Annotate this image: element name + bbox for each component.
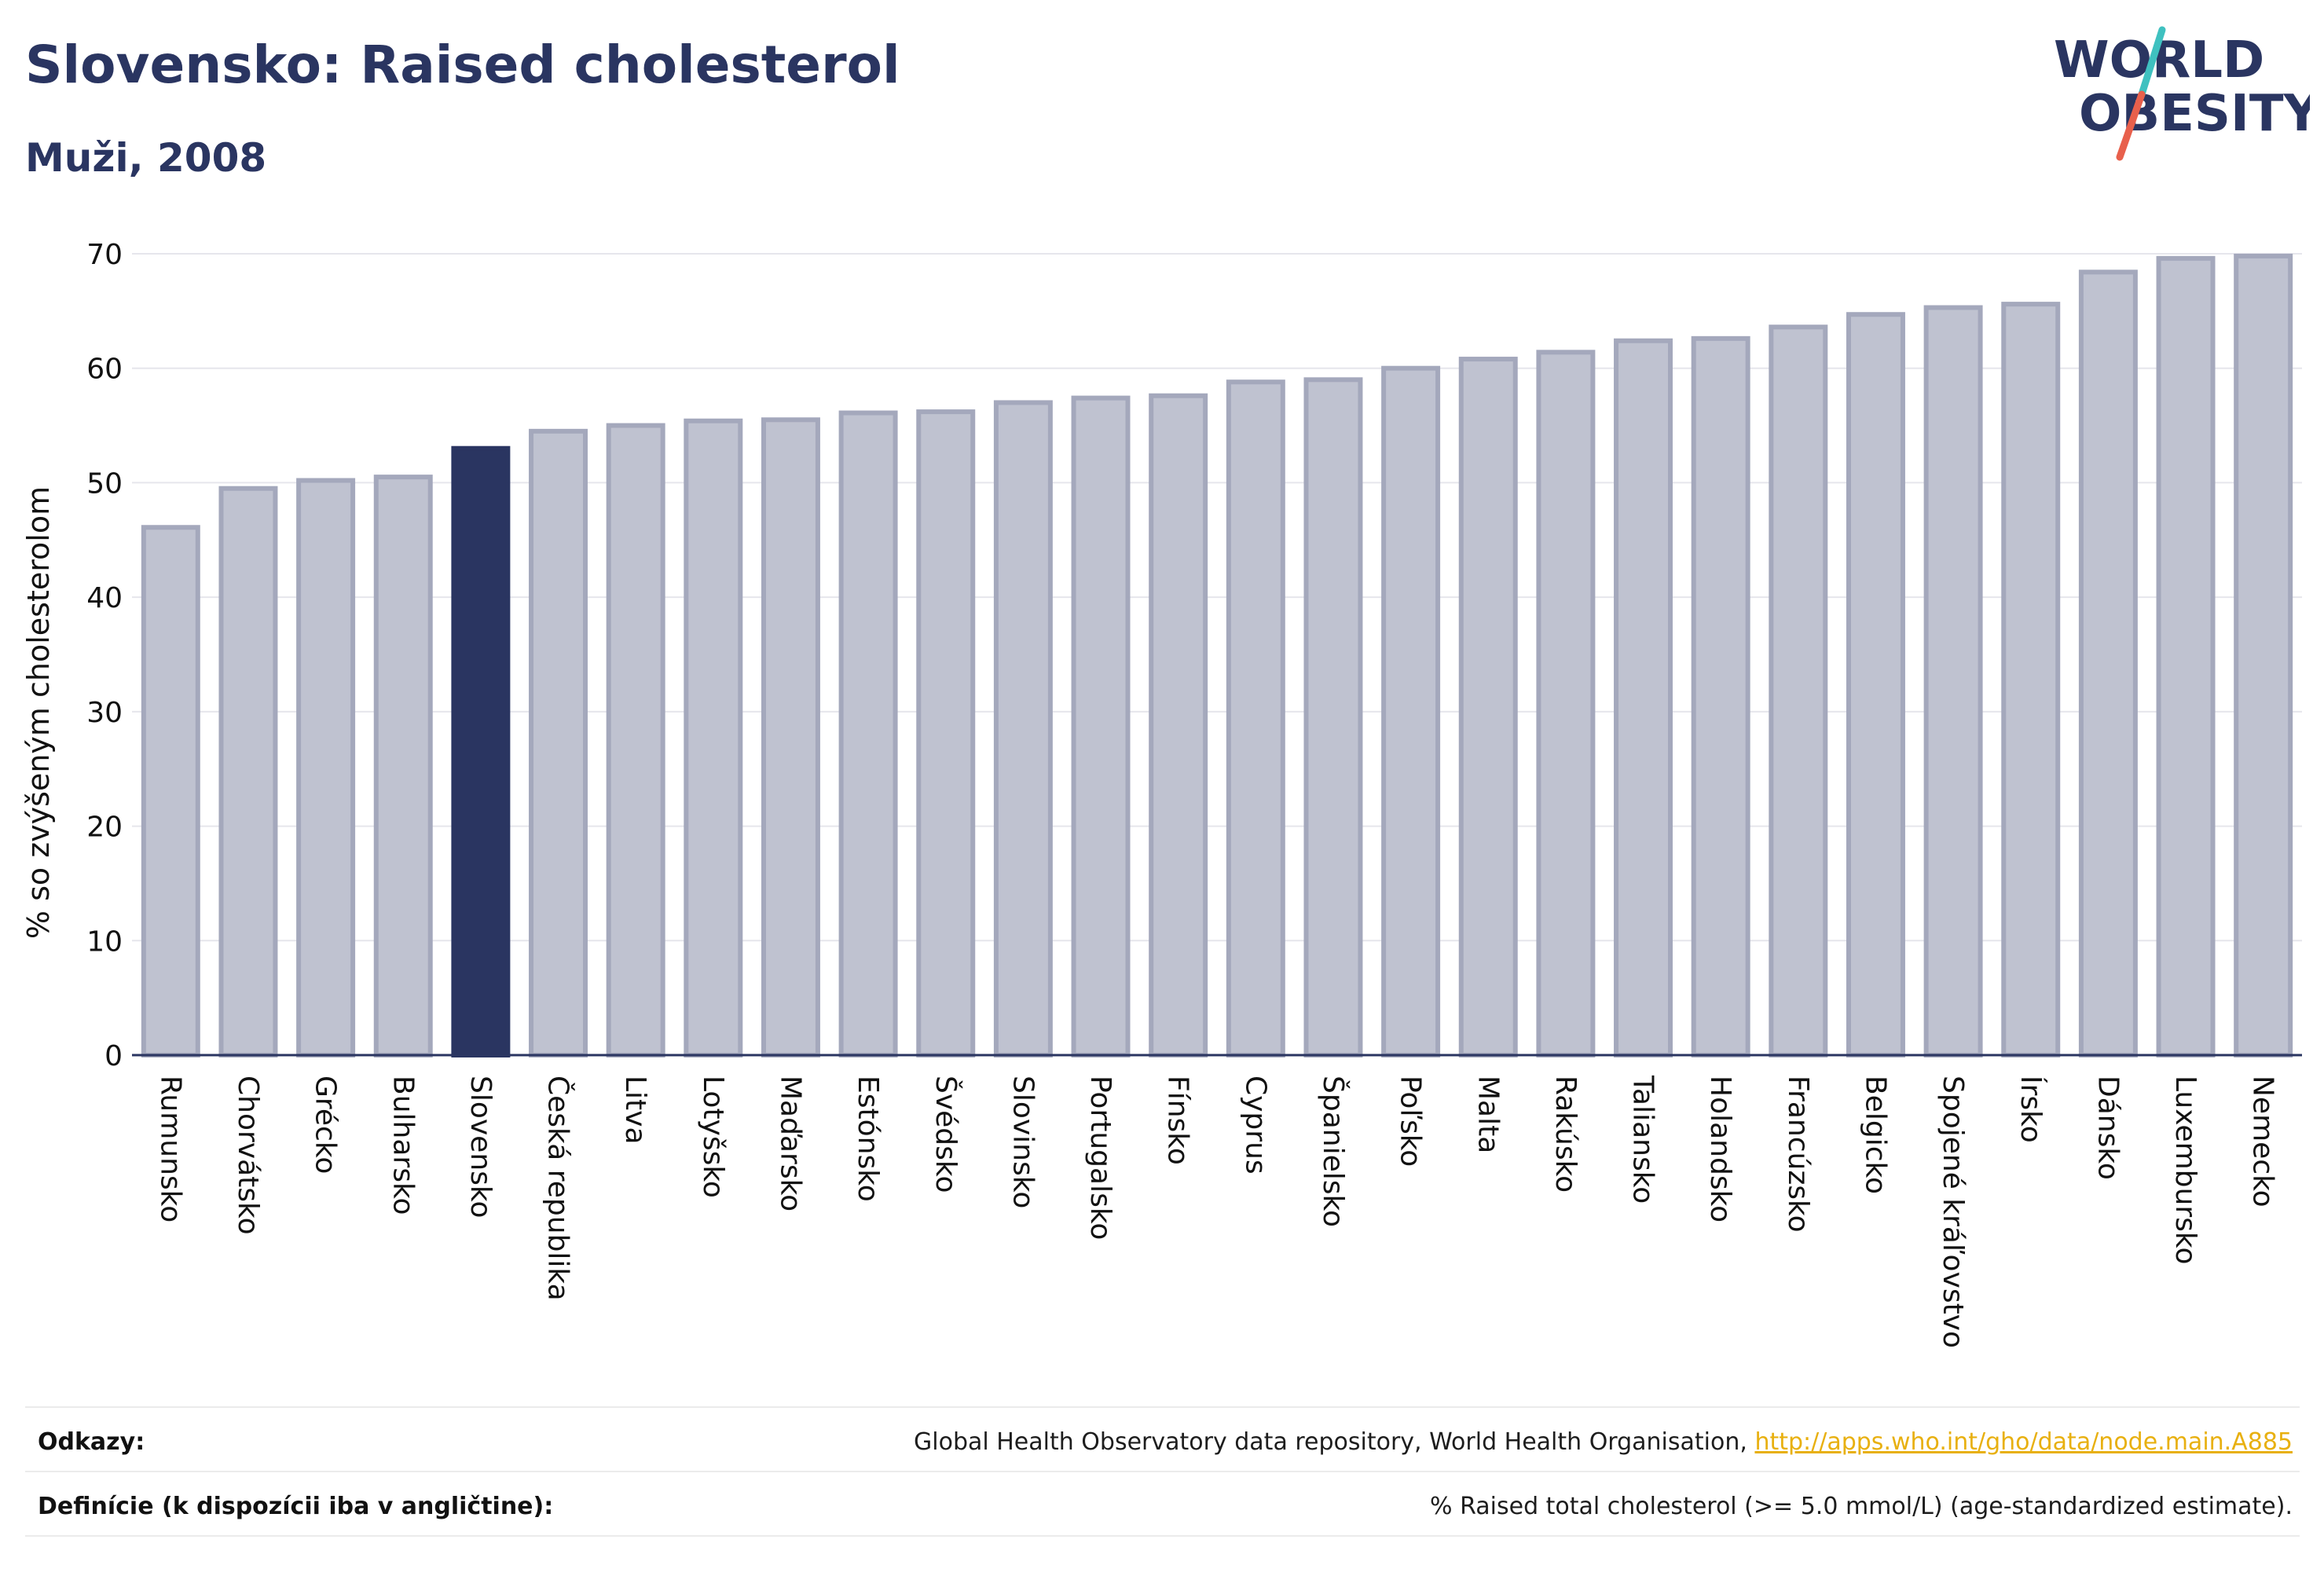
bar-španielsko [1303, 377, 1363, 1057]
references-text: Global Health Observatory data repositor… [914, 1428, 1755, 1456]
bar-luxembursko [2156, 255, 2216, 1058]
x-tick-label: Luxembursko [2169, 1076, 2201, 1264]
y-tick-label: 40 [86, 582, 123, 614]
x-tick-label: Poľsko [1395, 1076, 1427, 1167]
bar-slovinsko [993, 400, 1053, 1057]
x-tick-label: Portugalsko [1084, 1076, 1116, 1240]
bar-česká-republika [529, 428, 588, 1057]
bar-portugalsko [1071, 395, 1131, 1058]
x-tick-label: Nemecko [2247, 1076, 2279, 1208]
footer-divider-bottom [25, 1535, 2300, 1537]
x-tick-label: Malta [1472, 1076, 1504, 1153]
x-tick-label: Bulharsko [387, 1076, 419, 1215]
x-tick-label: Česká republika [542, 1076, 575, 1301]
bar-írsko [2001, 302, 2061, 1058]
x-tick-label: Cyprus [1239, 1076, 1271, 1175]
x-tick-label: Francúzsko [1782, 1076, 1814, 1233]
x-tick-label: Švédsko [929, 1076, 962, 1193]
y-tick-label: 0 [104, 1040, 123, 1072]
bar-poľsko [1381, 365, 1441, 1057]
bar-grécko [296, 478, 356, 1057]
footer-divider-top [25, 1406, 2300, 1408]
logo-line2: OBESITY [2079, 85, 2310, 143]
x-tick-label: Estónsko [852, 1076, 884, 1202]
x-tick-label: Španielsko [1317, 1076, 1350, 1227]
bar-rakúsko [1536, 350, 1596, 1058]
y-tick-label: 30 [86, 697, 123, 729]
definitions-value: % Raised total cholesterol (>= 5.0 mmol/… [1430, 1493, 2293, 1520]
chart-title: Slovensko: Raised cholesterol [25, 35, 900, 95]
definitions-label: Definície (k dispozícii iba v angličtine… [38, 1493, 554, 1520]
y-tick-label: 60 [86, 354, 123, 386]
references-link[interactable]: http://apps.who.int/gho/data/node.main.A… [1754, 1428, 2293, 1456]
x-tick-label: Rumunsko [154, 1076, 186, 1222]
x-tick-label: Holandsko [1704, 1076, 1736, 1222]
x-tick-label: Taliansko [1627, 1075, 1659, 1204]
x-tick-label: Dánsko [2091, 1076, 2124, 1180]
y-tick-label: 20 [86, 812, 123, 844]
bar-rumunsko [141, 525, 200, 1057]
bar-lotyšsko [684, 418, 743, 1057]
x-tick-label: Slovinsko [1006, 1076, 1039, 1208]
x-tick-label: Írsko [2014, 1076, 2047, 1143]
bar-malta [1458, 357, 1518, 1057]
y-tick-label: 70 [86, 239, 123, 271]
bar-chart: 0 10 20 30 40 50 60 70 Rumunsko Chorvátsko Grécko B… [21, 239, 2302, 1348]
bar-estónsko [838, 410, 898, 1057]
bar-bulharsko [373, 475, 433, 1057]
x-tick-label: Rakúsko [1549, 1076, 1582, 1193]
x-tick-label: Spojené kráľovstvo [1937, 1076, 1969, 1348]
x-tick-label: Fínsko [1162, 1076, 1194, 1165]
x-tick-label: Lotyšsko [697, 1076, 729, 1198]
references-value: Global Health Observatory data repositor… [914, 1428, 2293, 1456]
bar-spojené-kráľovstvo [1923, 305, 1983, 1057]
y-tick-label: 10 [86, 925, 123, 958]
footer-divider-middle [25, 1471, 2300, 1472]
bar-belgicko [1846, 312, 1905, 1057]
bar-dánsko [2078, 269, 2138, 1058]
bar-taliansko [1614, 338, 1673, 1057]
bar-holandsko [1691, 335, 1750, 1058]
x-tick-label: Chorvátsko [232, 1076, 264, 1235]
bar-nemecko [2234, 253, 2293, 1057]
bar-litva [606, 423, 665, 1057]
references-label: Odkazy: [38, 1428, 145, 1456]
x-tick-label: Slovensko [464, 1076, 497, 1219]
x-tick-label: Maďarsko [774, 1076, 806, 1211]
bar-chorvátsko [218, 486, 278, 1057]
x-tick-label: Belgicko [1859, 1076, 1891, 1194]
world-obesity-logo: WORLD OBESITY [2054, 26, 2310, 161]
bar-layer [141, 253, 2293, 1058]
y-tick-label: 50 [86, 467, 123, 500]
logo-slash-bottom [2116, 90, 2146, 161]
x-tick-label: Grécko [310, 1076, 342, 1174]
chart-subtitle: Muži, 2008 [25, 135, 267, 181]
bar-fínsko [1149, 393, 1208, 1057]
bar-švédsko [916, 409, 976, 1057]
bar-slovensko [451, 445, 511, 1057]
bar-maďarsko [761, 417, 820, 1057]
y-axis-label: % so zvýšeným cholesterolom [21, 486, 56, 939]
logo-slash-top [2138, 26, 2166, 98]
bar-francúzsko [1769, 324, 1828, 1057]
x-tick-label: Litva [619, 1076, 651, 1145]
bar-cyprus [1226, 379, 1285, 1057]
axis-layer: 0 10 20 30 40 50 60 70 Rumunsko Chorvátsko Grécko B… [86, 239, 2302, 1348]
